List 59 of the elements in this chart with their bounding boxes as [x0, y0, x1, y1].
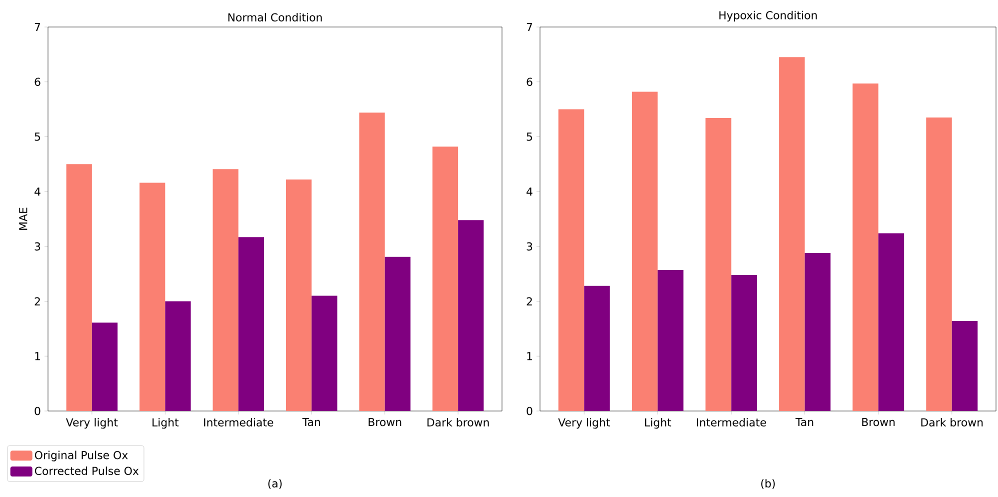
bar: [952, 321, 978, 411]
x-tick-label: Tan: [795, 418, 814, 426]
bar: [140, 182, 166, 411]
x-tick-label: Intermediate: [204, 418, 274, 427]
y-tick-label: 6: [34, 78, 40, 86]
bar: [312, 296, 338, 411]
y-tick-label: 7: [526, 23, 532, 31]
x-tick-label: Brown: [368, 418, 402, 426]
bar: [632, 92, 658, 411]
y-tick-label: 7: [34, 23, 40, 31]
bar: [359, 112, 385, 411]
bar: [384, 256, 410, 411]
text: (b): [761, 479, 775, 489]
bar: [286, 180, 312, 411]
bar: [66, 164, 92, 411]
y-tick-label: 3: [34, 242, 40, 251]
y-tick-label: 4: [34, 188, 40, 196]
y-tick-label: 5: [34, 132, 40, 141]
bar: [432, 146, 458, 411]
bar: [458, 220, 484, 411]
y-tick-label: 4: [526, 188, 532, 196]
text: (a): [268, 479, 282, 489]
y-tick-label: 1: [527, 352, 532, 360]
x-tick-label: Brown: [862, 418, 895, 426]
bar: [731, 274, 757, 411]
y-tick-label: 2: [34, 297, 40, 306]
y-axis-title: MAE: [19, 208, 28, 230]
bar: [92, 322, 118, 411]
bar: [878, 233, 904, 411]
x-tick-label: Intermediate: [696, 418, 766, 427]
x-tick-label: Very light: [66, 418, 118, 429]
x-tick-label: Light: [152, 418, 179, 429]
y-tick-label: 0: [526, 406, 532, 416]
bar: [804, 253, 831, 411]
x-tick-label: Light: [645, 418, 672, 429]
x-tick-label: Very light: [558, 418, 610, 429]
bar: [658, 270, 684, 411]
bar: [212, 169, 238, 411]
y-tick-label: 5: [526, 132, 532, 141]
bar: [584, 286, 610, 411]
bar: [779, 57, 805, 411]
y-tick-label: 3: [526, 242, 532, 251]
chart-title: Normal Condition: [228, 13, 322, 22]
bar: [238, 237, 264, 411]
bar: [852, 84, 878, 411]
y-tick-label: 0: [34, 406, 40, 416]
y-tick-label: 1: [35, 352, 40, 360]
x-tick-label: Dark brown: [427, 418, 489, 427]
chart-title: Hypoxic Condition: [719, 10, 817, 22]
bar: [926, 118, 952, 411]
bar: [558, 109, 584, 411]
y-tick-label: 2: [526, 297, 532, 306]
bar: [705, 118, 732, 411]
legend-label: Original Pulse Ox: [34, 450, 128, 462]
x-tick-label: Tan: [302, 418, 320, 426]
legend-label: Corrected Pulse Ox: [34, 466, 139, 476]
x-tick-label: Dark brown: [921, 418, 983, 427]
y-tick-label: 6: [526, 78, 532, 86]
bar: [165, 301, 191, 411]
